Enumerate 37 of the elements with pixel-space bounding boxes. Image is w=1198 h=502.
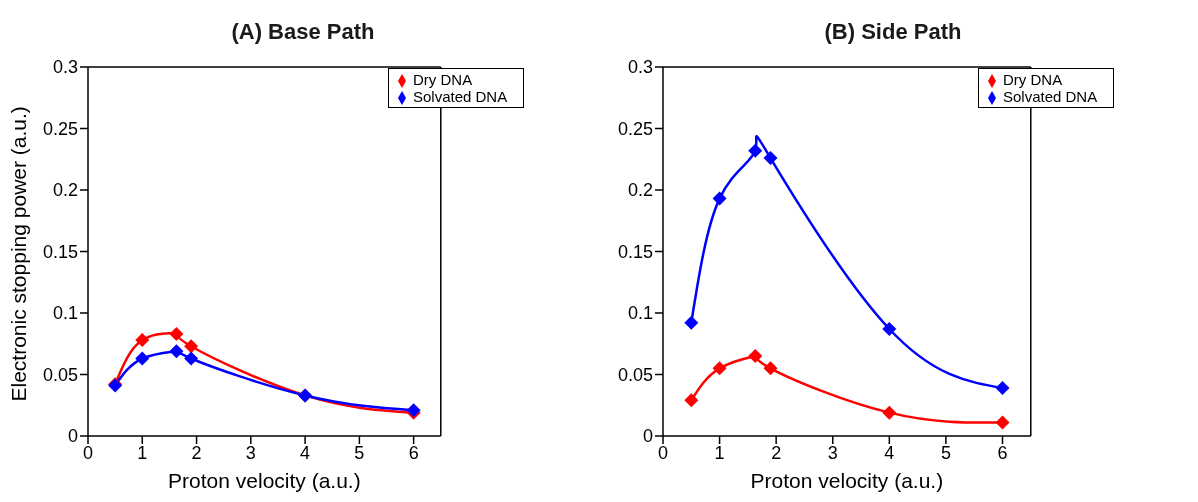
- x-tick-label: 5: [354, 442, 365, 463]
- y-tick-label: 0.25: [42, 118, 78, 139]
- y-tick-label: 0.25: [617, 118, 653, 139]
- legend-label: Solvated DNA: [1003, 88, 1098, 106]
- chart-title: (A) Base Path: [230, 18, 376, 46]
- x-tick-label: 2: [771, 442, 782, 463]
- y-tick-label: 0.2: [627, 180, 653, 201]
- x-tick-label: 5: [940, 442, 951, 463]
- y-tick-label: 0: [67, 426, 78, 447]
- y-axis-title: Electronic stopping power (a.u.): [7, 106, 31, 402]
- y-tick-label: 0.05: [42, 364, 78, 385]
- x-tick-label: 0: [82, 442, 94, 463]
- y-tick-label: 0.3: [52, 57, 78, 78]
- legend-label: Dry DNA: [1003, 71, 1063, 88]
- x-tick-label: 3: [827, 442, 838, 463]
- legend-label: Solvated DNA: [413, 88, 508, 106]
- x-tick-label: 1: [714, 442, 725, 463]
- x-tick-label: 6: [997, 442, 1008, 463]
- y-tick-label: 0.15: [617, 241, 653, 262]
- x-tick-label: 2: [191, 442, 202, 463]
- x-axis-title: Proton velocity (a.u.): [168, 469, 361, 492]
- x-tick-label: 6: [408, 442, 419, 463]
- y-tick-label: 0.1: [52, 303, 78, 324]
- x-tick-label: 4: [300, 442, 311, 463]
- y-tick-label: 0.15: [42, 241, 78, 262]
- y-tick-label: 0.3: [627, 57, 653, 78]
- x-tick-label: 3: [245, 442, 256, 463]
- y-tick-label: 0: [642, 426, 653, 447]
- x-tick-label: 4: [884, 442, 895, 463]
- y-tick-label: 0.2: [52, 180, 78, 201]
- y-tick-label: 0.1: [627, 303, 653, 324]
- x-tick-label: 1: [137, 442, 148, 463]
- chart-title: (B) Side Path: [823, 18, 963, 46]
- x-tick-label: 0: [657, 442, 669, 463]
- legend-label: Dry DNA: [413, 71, 473, 88]
- y-tick-label: 0.05: [617, 364, 653, 385]
- x-axis-title: Proton velocity (a.u.): [750, 469, 944, 492]
